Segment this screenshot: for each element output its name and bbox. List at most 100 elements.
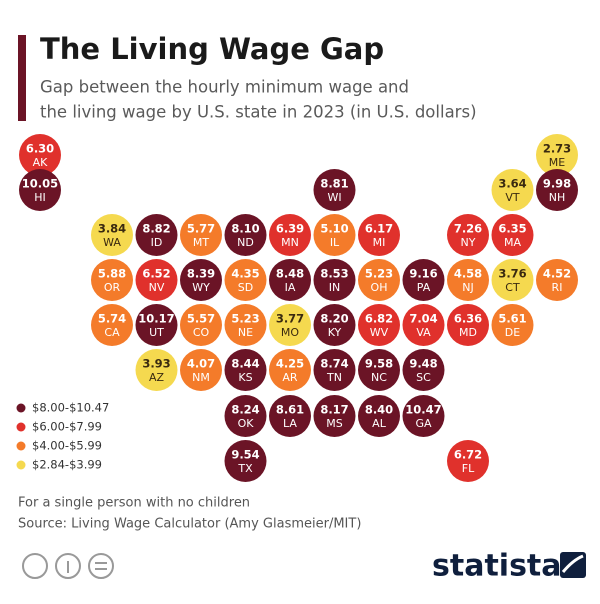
tile-value: 9.54 <box>231 448 259 462</box>
tile-circle <box>180 349 222 391</box>
tile-state: IN <box>329 281 340 294</box>
tile-value: 8.39 <box>187 267 215 281</box>
tile-circle <box>402 259 445 301</box>
tile-state: MA <box>504 236 521 249</box>
legend-swatch <box>16 441 26 451</box>
tile-circle <box>491 259 534 301</box>
tile-circle <box>91 214 133 256</box>
tile-value: 6.72 <box>454 448 482 462</box>
tile-value: 6.35 <box>498 222 526 236</box>
tile-state: UT <box>149 326 164 339</box>
tile-state: CO <box>193 326 210 339</box>
tile-value: 8.82 <box>142 222 170 236</box>
tile-value: 5.74 <box>98 312 126 326</box>
tile-value: 8.24 <box>231 403 259 417</box>
tile-value: 5.23 <box>365 267 393 281</box>
tile-circle <box>447 214 489 256</box>
tile-state: CA <box>104 326 120 339</box>
tile-state: FL <box>462 462 475 475</box>
legend-swatch <box>16 422 26 432</box>
title-bar <box>18 35 26 121</box>
tile-circle <box>180 259 222 301</box>
brand-swoosh <box>561 554 584 573</box>
tile-state: MO <box>281 326 299 339</box>
tile-state: NJ <box>462 281 473 294</box>
tile-state: SD <box>238 281 253 294</box>
tile-circle <box>313 259 356 301</box>
tile-value: 8.44 <box>231 357 259 371</box>
tile-value: 3.84 <box>98 222 126 236</box>
tile-value: 8.48 <box>276 267 304 281</box>
tile-circle <box>358 259 400 301</box>
tile-state: VT <box>505 191 520 204</box>
tile-state: NH <box>549 191 566 204</box>
title: The Living Wage Gap <box>40 32 384 66</box>
tile-state: WI <box>327 191 341 204</box>
tile-circle <box>224 304 267 346</box>
tile-state: NE <box>238 326 253 339</box>
legend-label: $2.84-$3.99 <box>32 458 102 472</box>
tile-state: AZ <box>149 371 165 384</box>
tile-state: AK <box>33 156 49 169</box>
legend-label: $8.00-$10.47 <box>32 401 109 415</box>
tile-value: 9.48 <box>409 357 437 371</box>
tile-circle <box>91 259 133 301</box>
tile-state: NC <box>371 371 387 384</box>
tile-state: WY <box>192 281 210 294</box>
tile-value: 7.04 <box>409 312 437 326</box>
tile-value: 8.81 <box>320 177 348 191</box>
tile-state: WV <box>370 326 389 339</box>
legend-label: $6.00-$7.99 <box>32 420 102 434</box>
tile-circle <box>313 214 356 256</box>
tile-state: HI <box>34 191 46 204</box>
cc-icon <box>22 553 48 579</box>
tile-state: WA <box>103 236 121 249</box>
tile-value: 9.98 <box>543 177 571 191</box>
tile-circle <box>536 169 578 211</box>
license-icons <box>22 553 114 579</box>
tile-value: 8.74 <box>320 357 348 371</box>
tile-circle <box>269 214 311 256</box>
tile-state: ME <box>549 156 565 169</box>
tile-value: 6.39 <box>276 222 304 236</box>
tile-value: 5.57 <box>187 312 215 326</box>
tile-value: 7.26 <box>454 222 482 236</box>
tile-value: 6.30 <box>26 142 54 156</box>
tile-value: 10.17 <box>138 312 174 326</box>
tile-state: SC <box>416 371 431 384</box>
nd-icon <box>88 553 114 579</box>
tile-state: RI <box>552 281 563 294</box>
tile-circle <box>135 349 178 391</box>
tile-circle <box>224 214 267 256</box>
tile-state: NM <box>192 371 210 384</box>
tile-circle <box>135 214 178 256</box>
